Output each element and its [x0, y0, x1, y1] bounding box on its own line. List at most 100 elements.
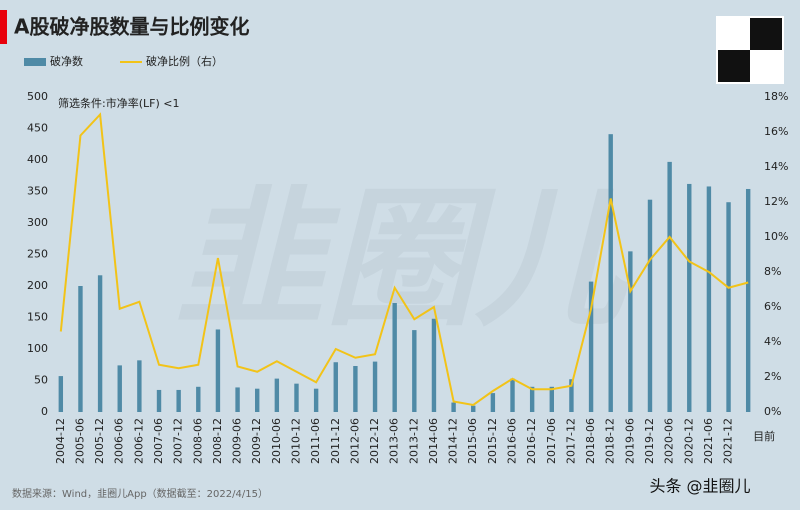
x-tick-label: 2021-06: [702, 418, 715, 464]
x-tick-label: 2005-06: [73, 418, 86, 464]
y2-tick-label: 18%: [764, 90, 788, 103]
x-tick-label: 2008-12: [211, 418, 224, 464]
y-tick-label: 150: [27, 311, 48, 324]
x-tick-label: 2015-06: [466, 418, 479, 464]
x-tick-label: 2004-12: [54, 418, 67, 464]
chart-title: A股破净股数量与比例变化: [14, 15, 249, 39]
bar: [372, 361, 378, 412]
y-tick-label: 250: [27, 248, 48, 261]
x-tick-label: 2006-12: [132, 418, 145, 464]
bar: [412, 330, 417, 412]
bar: [451, 402, 456, 412]
legend-label: 破净比例（右）: [146, 54, 223, 68]
x-tick-label: 2014-06: [427, 418, 440, 464]
x-tick-label: 2017-12: [564, 418, 577, 464]
y-tick-label: 300: [27, 216, 48, 229]
y2-tick-label: 0%: [764, 405, 781, 418]
y2-tick-label: 6%: [764, 300, 781, 313]
y2-tick-label: 16%: [764, 125, 788, 138]
bar: [97, 275, 103, 412]
x-tick-label: 2014-12: [447, 418, 460, 464]
y-tick-label: 450: [27, 122, 48, 135]
x-tick-label: 2012-06: [348, 418, 361, 464]
bar: [667, 161, 672, 412]
bar: [176, 389, 181, 412]
y-tick-label: 400: [27, 153, 48, 166]
bar: [529, 386, 535, 412]
bar: [647, 199, 653, 412]
y-tick-label: 100: [27, 342, 48, 355]
x-tick-label: 2013-12: [407, 418, 420, 464]
x-tick-label: 目前: [753, 429, 775, 443]
y2-tick-label: 2%: [764, 370, 781, 383]
x-tick-label: 2016-06: [506, 418, 519, 464]
x-tick-label: 2020-06: [663, 418, 676, 464]
bar: [235, 387, 240, 412]
x-tick-label: 2009-06: [231, 418, 244, 464]
bar: [196, 386, 201, 412]
x-tick-label: 2019-06: [623, 418, 636, 464]
bar: [549, 386, 554, 412]
x-tick-label: 2010-12: [289, 418, 302, 464]
x-tick-label: 2017-06: [545, 418, 558, 464]
x-tick-label: 2015-12: [486, 418, 499, 464]
bar: [687, 183, 692, 412]
bar: [333, 362, 338, 412]
bar: [471, 405, 476, 412]
x-tick-label: 2018-06: [584, 418, 597, 464]
bar: [294, 383, 299, 412]
y2-tick-label: 12%: [764, 195, 788, 208]
y-tick-label: 500: [27, 90, 48, 103]
x-tick-label: 2006-06: [113, 418, 126, 464]
x-tick-label: 2020-12: [682, 418, 695, 464]
title-accent: [0, 10, 7, 44]
legend-label: 破净数: [50, 54, 83, 68]
y2-tick-label: 10%: [764, 230, 788, 243]
annotation: 筛选条件:市净率(LF) <1: [58, 96, 179, 110]
y2-tick-label: 4%: [764, 335, 781, 348]
x-tick-label: 2007-06: [152, 418, 165, 464]
bar: [274, 378, 280, 412]
legend-swatch: [24, 58, 46, 66]
bar: [628, 251, 633, 412]
bar: [137, 360, 142, 412]
y-tick-label: 50: [34, 374, 48, 387]
x-tick-label: 2012-12: [368, 418, 381, 464]
bar: [726, 202, 731, 412]
watermark: 韭圈儿: [175, 173, 630, 347]
bar: [490, 393, 496, 412]
bar: [745, 188, 751, 412]
bar: [510, 378, 515, 412]
y2-tick-label: 8%: [764, 265, 781, 278]
bar: [569, 379, 574, 412]
bar: [58, 376, 64, 412]
bar: [78, 286, 83, 412]
credit: 头条 @韭圈儿: [649, 477, 750, 496]
x-tick-label: 2011-06: [309, 418, 322, 464]
bar: [156, 389, 162, 412]
qr-code: [716, 16, 784, 84]
bar: [608, 134, 613, 413]
y2-tick-label: 14%: [764, 160, 788, 173]
y-tick-label: 200: [27, 279, 48, 292]
x-tick-label: 2018-12: [604, 418, 617, 464]
x-tick-label: 2016-12: [525, 418, 538, 464]
x-tick-label: 2019-12: [643, 418, 656, 464]
x-tick-label: 2013-06: [388, 418, 401, 464]
bar: [353, 366, 358, 412]
bar: [215, 329, 221, 412]
bar: [255, 388, 260, 412]
bar: [431, 318, 437, 412]
x-tick-label: 2008-06: [191, 418, 204, 464]
x-tick-label: 2021-12: [722, 418, 735, 464]
bar: [392, 303, 397, 412]
x-tick-label: 2009-12: [250, 418, 263, 464]
x-tick-label: 2011-12: [329, 418, 342, 464]
x-tick-label: 2010-06: [270, 418, 283, 464]
x-tick-label: 2005-12: [93, 418, 106, 464]
bar: [706, 186, 712, 412]
bar: [117, 365, 122, 412]
bar: [313, 388, 319, 412]
y-tick-label: 350: [27, 185, 48, 198]
source-note: 数据来源：Wind，韭圈儿App（数据截至：2022/4/15）: [12, 487, 268, 500]
